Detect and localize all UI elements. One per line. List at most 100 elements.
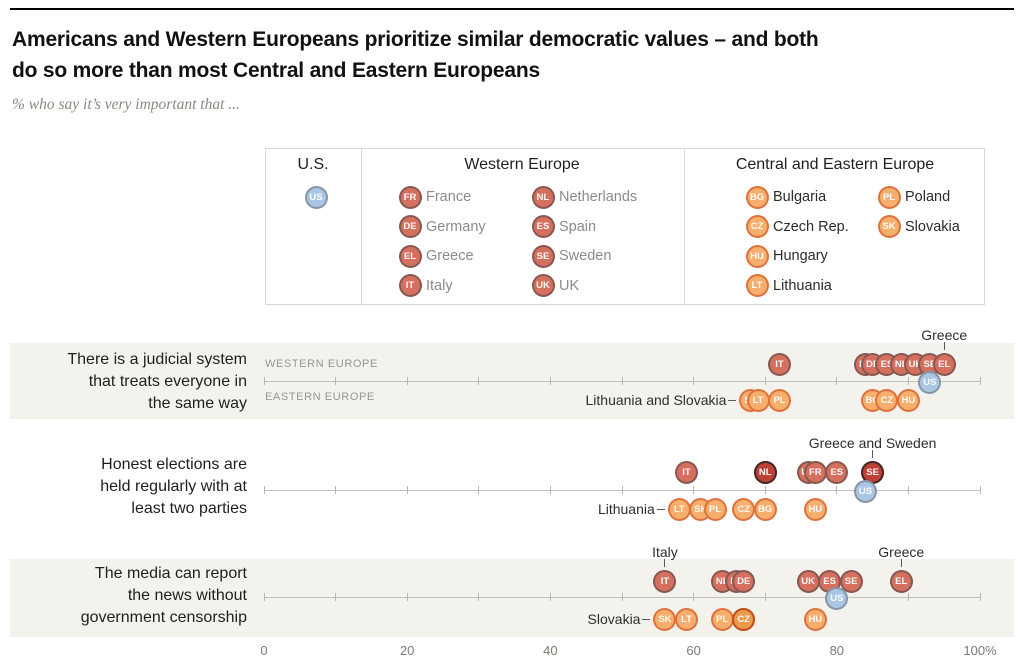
axis-tick [907,593,909,601]
question-label-honest-elections: Honest elections are held regularly with … [0,454,247,520]
axis-tick [549,593,551,601]
axis-tick [406,593,408,601]
group-label-eastern-europe: EASTERN EUROPE [265,391,375,403]
dot-judicial-system-us: US [918,371,942,394]
question-label-judicial-system: There is a judicial system that treats ev… [0,349,247,415]
legend-label-el: Greece [426,248,474,264]
axis-tick [693,486,695,494]
dot-honest-elections-east-bg: BG [753,497,777,521]
axis-tick [621,486,623,494]
axis-tick [335,377,337,385]
legend-header-us: U.S. [297,156,329,173]
legend-marker-hu: HU [745,244,769,268]
annotation-connector [900,559,902,567]
x-axis-label-100: 100% [963,643,997,658]
annotation-connector [656,508,665,510]
annotation-connector [943,342,945,350]
legend-label-hu: Hungary [773,248,828,264]
axis-tick [764,593,766,601]
annotation-connector [872,450,874,458]
annotation-judicial-system: Greece [921,327,968,343]
dot-media-freedom-east-cz: CZ [732,607,756,631]
legend-label-lt: Lithuania [773,277,832,294]
dot-media-freedom-west-se: SE [839,569,863,593]
dot-judicial-system-east-pl: PL [768,388,792,412]
question-line: held regularly with at [100,478,247,495]
dot-honest-elections-east-hu: HU [803,497,827,521]
legend-header-central-eastern-europe: Central and Eastern Europe [735,156,935,173]
dot-honest-elections-west-fr: FR [803,460,827,484]
annotation-honest-elections: Lithuania [597,501,655,517]
dot-honest-elections-west-nl: NL [753,460,777,484]
annotation-media-freedom: Greece [878,544,925,560]
axis-tick [764,486,766,494]
axis-tick [693,377,695,385]
question-line: least two parties [131,500,247,517]
dot-media-freedom-east-sk: SK [653,607,677,631]
legend-marker-se: SE [531,244,555,268]
legend-label-se: Sweden [559,248,612,264]
legend-marker-it: IT [398,274,422,297]
group-label-western-europe: WESTERN EUROPE [265,358,378,370]
dot-honest-elections-east-lt: LT [667,497,691,521]
question-line: that treats everyone in [88,373,247,390]
annotation-connector [664,559,666,567]
x-axis-label-20: 20 [399,643,415,658]
axis-tick [406,486,408,494]
annotation-honest-elections: Greece and Sweden [808,435,937,451]
dot-judicial-system-west-it: IT [768,352,792,376]
legend-marker-sk: SK [877,215,901,238]
axis-tick [764,377,766,385]
x-axis-label-60: 60 [686,643,701,658]
legend-marker-de: DE [398,215,422,238]
axis-tick [693,593,695,601]
legend-marker-el: EL [398,244,422,268]
x-axis-label-40: 40 [543,643,558,658]
dot-media-freedom-east-hu: HU [803,607,827,631]
dot-media-freedom-west-el: EL [889,569,913,593]
legend-marker-lt: LT [745,274,769,297]
dot-honest-elections-east-cz: CZ [732,497,756,521]
annotation-connector [728,399,737,401]
question-line: There is a judicial system [67,351,247,368]
axis-tick [549,377,551,385]
legend-marker-nl: NL [531,185,555,209]
dot-judicial-system-east-lt: LT [746,388,770,412]
annotation-judicial-system: Lithuania and Slovakia [585,392,727,408]
legend-marker-bg: BG [745,185,769,209]
dot-honest-elections-east-pl: PL [703,497,727,521]
legend-marker-pl: PL [877,185,901,209]
legend-label-uk: UK [559,277,580,294]
question-line: The media can report [94,565,247,582]
dot-judicial-system-east-hu: HU [896,388,920,412]
legend-label-it: Italy [426,277,453,294]
axis-tick [406,377,408,385]
axis-tick [907,486,909,494]
dot-honest-elections-us: US [853,480,877,503]
axis-tick [263,486,265,494]
legend-marker-uk: UK [531,274,555,297]
legend-header-western-europe: Western Europe [464,156,580,173]
chart-subtitle: % who say it’s very important that ... [12,96,240,113]
annotation-connector [642,618,651,620]
axis-tick [549,486,551,494]
chart-title-line-2: do so more than most Central and Eastern… [12,59,540,82]
chart-title-line-1: Americans and Western Europeans prioriti… [12,28,819,51]
question-line: Honest elections are [101,456,247,473]
axis-tick [263,593,265,601]
question-line: the same way [148,395,247,412]
legend-label-sk: Slovakia [905,218,960,235]
axis-tick [335,593,337,601]
legend-divider [361,149,362,304]
legend-divider [684,149,685,304]
dot-media-freedom-west-it: IT [653,569,677,593]
annotation-media-freedom: Italy [652,544,678,560]
legend-label-fr: France [426,189,472,205]
dot-media-freedom-west-de: DE [732,569,756,593]
axis-tick [478,593,480,601]
dot-judicial-system-east-cz: CZ [875,388,899,412]
question-label-media-freedom: The media can report the news without gove… [0,563,247,629]
axis-tick [621,593,623,601]
axis-tick [836,486,838,494]
